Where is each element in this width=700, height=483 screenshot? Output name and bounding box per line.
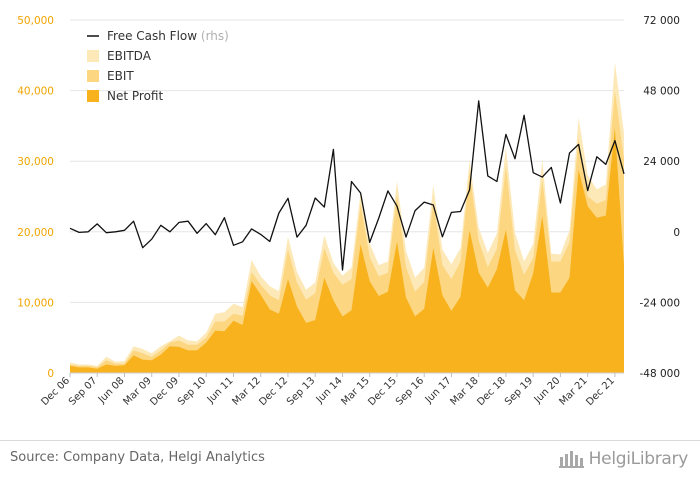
x-tick-label: Mar 21 (557, 375, 589, 407)
x-tick-label: Sep 10 (176, 375, 208, 407)
y-right-tick-label: 24 000 (643, 156, 680, 168)
y-left-tick-label: 50,000 (17, 15, 54, 27)
source-note: Source: Company Data, Helgi Analytics (10, 450, 265, 465)
y-right-tick-label: -24 000 (639, 297, 680, 309)
y-left-tick-label: 0 (47, 368, 54, 380)
y-right-tick-label: 48 000 (643, 86, 680, 98)
x-tick-label: Mar 18 (448, 375, 480, 407)
x-tick-label: Sep 07 (67, 375, 99, 407)
legend-label: EBIT (107, 69, 134, 83)
x-tick-label: Mar 09 (121, 375, 153, 407)
legend-suffix: (rhs) (197, 29, 229, 43)
financials-chart: 0 10,000 20,000 30,000 40,000 50,000 -48 000 -2… (17, 15, 680, 408)
footer-divider (0, 440, 700, 441)
y-left-tick-label: 40,000 (17, 86, 54, 98)
line-free-cash-flow (69, 100, 625, 271)
legend-label: EBITDA (107, 49, 152, 63)
y-left-tick-label: 20,000 (17, 227, 54, 239)
y-right-tick-label: 72 000 (643, 15, 680, 27)
x-tick-label: Dec 21 (584, 375, 617, 408)
x-tick-label: Sep 16 (394, 375, 426, 407)
legend-swatch-box (87, 50, 99, 62)
legend-label: Free Cash Flow (rhs) (107, 29, 229, 43)
x-tick-label: Dec 15 (366, 375, 399, 408)
legend-label: Net Profit (107, 89, 163, 103)
x-tick-label: Sep 13 (285, 375, 317, 407)
logo-text: HelgiLibrary (588, 449, 689, 469)
legend-swatch-box (87, 90, 99, 102)
x-tick-label: Mar 12 (230, 375, 262, 407)
x-tick-label: Mar 15 (339, 375, 371, 407)
y-left-tick-label: 10,000 (17, 297, 54, 309)
legend-swatch-box (87, 70, 99, 82)
x-tick-label: Dec 09 (148, 375, 181, 408)
x-tick-label: Dec 12 (257, 375, 290, 408)
x-tick-label: Dec 18 (475, 375, 508, 408)
y-right-tick-label: -48 000 (639, 368, 680, 380)
y-left-tick-label: 30,000 (17, 156, 54, 168)
area-net-profit (70, 128, 624, 373)
helgi-library-logo[interactable]: HelgiLibrary (558, 449, 689, 469)
library-building-icon (558, 451, 584, 468)
x-tick-label: Dec 06 (39, 375, 72, 408)
x-tick-label: Sep 19 (503, 375, 535, 407)
chart-area: 0 10,000 20,000 30,000 40,000 50,000 -48 000 -2… (17, 15, 680, 408)
y-right-tick-label: 0 (673, 227, 680, 239)
